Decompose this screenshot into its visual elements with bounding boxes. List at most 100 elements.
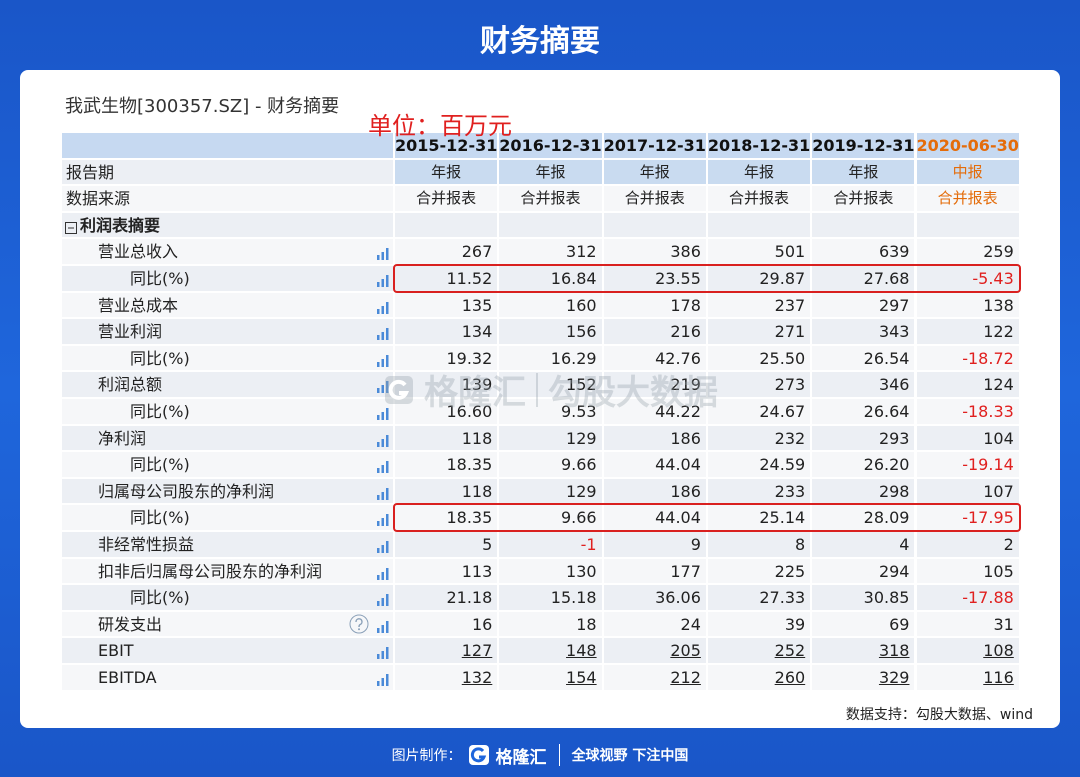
cell-value: 186	[603, 478, 706, 504]
cell-value: 31	[916, 611, 1019, 637]
cell-value: 年报	[499, 159, 602, 185]
link-value[interactable]: 148	[499, 638, 602, 663]
highlight-box	[393, 264, 1021, 293]
cell-value: 合并报表	[603, 186, 706, 211]
row-label: 同比(%)	[62, 452, 393, 477]
cell-value: 177	[603, 558, 706, 584]
cell	[707, 212, 811, 238]
chart-icon	[377, 618, 389, 637]
cell-value: 27.33	[707, 585, 811, 610]
cell-value: 639	[812, 239, 915, 264]
link-value[interactable]: 252	[707, 638, 811, 663]
cell-value: 42.76	[603, 345, 706, 371]
cell-value: 135	[395, 292, 498, 318]
cell-value: 273	[707, 372, 811, 397]
footer-slogan: 全球视野 下注中国	[571, 748, 689, 764]
cell-value: 225	[707, 558, 811, 584]
link-value[interactable]: 260	[707, 665, 811, 690]
cell-value: 9	[603, 532, 706, 557]
footer-label: 图片制作：	[391, 748, 462, 764]
row-label: 营业总收入	[62, 239, 393, 264]
cell-value: 271	[707, 319, 811, 344]
link-value[interactable]: 132	[395, 665, 498, 690]
row-label: 研发支出	[62, 611, 393, 637]
cell-value: 219	[603, 372, 706, 397]
row-label: EBITDA	[62, 665, 393, 690]
cell-value: 16.60	[395, 399, 498, 424]
cell-value: 24	[603, 611, 706, 637]
cell-value: 年报	[603, 159, 706, 185]
cell-value: 294	[812, 558, 915, 584]
unit-label: 单位：百万元	[368, 112, 512, 140]
cell-value: 26.20	[812, 452, 915, 477]
chart-icon	[377, 432, 389, 451]
cell-value: 24.59	[707, 452, 811, 477]
link-value[interactable]: 154	[499, 665, 602, 690]
cell-value: 44.22	[603, 399, 706, 424]
chart-icon	[377, 405, 389, 424]
cell-value: 138	[916, 292, 1019, 318]
cell-value: -17.95	[916, 505, 1019, 530]
cell-value: 312	[499, 239, 602, 264]
row-label: 净利润	[62, 425, 393, 451]
cell-value: 139	[395, 372, 498, 397]
cell-value: 24.67	[707, 399, 811, 424]
link-value[interactable]: 127	[395, 638, 498, 663]
cell	[499, 212, 602, 238]
link-value[interactable]: 108	[916, 638, 1019, 663]
footer-logo	[468, 745, 489, 765]
row-label: 利润总额	[62, 372, 393, 397]
cell-value: 36.06	[603, 585, 706, 610]
cell-value: -18.72	[916, 345, 1019, 371]
cell	[916, 212, 1019, 238]
cell-value: 29.87	[707, 266, 811, 291]
cell-value: 232	[707, 425, 811, 451]
cell	[395, 212, 498, 238]
cell-value: -19.14	[916, 452, 1019, 477]
cell-value: 18	[499, 611, 602, 637]
cell-value: 297	[812, 292, 915, 318]
cell-value: 26.54	[812, 345, 915, 371]
column-header: 2015-12-31	[395, 133, 497, 158]
chart-icon	[377, 352, 389, 371]
row-label: 同比(%)	[62, 399, 393, 424]
cell-value: 39	[707, 611, 811, 637]
row-label: 营业利润	[62, 319, 393, 344]
cell-value: 中报	[916, 159, 1019, 185]
collapse-icon	[65, 219, 77, 238]
cell-value: 44.04	[603, 452, 706, 477]
page-title: 财务摘要	[480, 24, 600, 59]
cell	[812, 212, 915, 238]
cell-value: 9.53	[499, 399, 602, 424]
cell-value: 5	[395, 532, 498, 557]
cell-value: -1	[499, 532, 602, 557]
cell-value: 19.32	[395, 345, 498, 371]
cell-value: 178	[603, 292, 706, 318]
cell-value: 233	[707, 478, 811, 504]
link-value[interactable]: 212	[603, 665, 706, 690]
link-value[interactable]: 116	[916, 665, 1019, 690]
row-label: 同比(%)	[62, 505, 393, 530]
chart-icon	[377, 644, 389, 663]
link-value[interactable]: 205	[603, 638, 706, 663]
column-header: 2019-12-31	[812, 133, 915, 158]
cell-value: 129	[499, 478, 602, 504]
cell-value: 107	[916, 478, 1019, 504]
cell-value: -17.88	[916, 585, 1019, 610]
column-header: 2020-06-30	[916, 133, 1019, 158]
row-label: 报告期	[62, 159, 393, 185]
cell-value: 合并报表	[916, 186, 1019, 211]
footer-brand: 格隆汇	[495, 747, 547, 768]
chart-icon	[377, 538, 389, 557]
link-value[interactable]: 318	[812, 638, 915, 663]
cell-value: 122	[916, 319, 1019, 344]
row-label: 营业总成本	[62, 292, 393, 318]
cell-value: 合并报表	[707, 186, 811, 211]
cell-value: 267	[395, 239, 498, 264]
row-label: 同比(%)	[62, 345, 393, 371]
cell-value: 130	[499, 558, 602, 584]
link-value[interactable]: 329	[812, 665, 915, 690]
cell-value: 9.66	[499, 505, 602, 530]
chart-icon	[377, 485, 389, 504]
highlight-box	[393, 503, 1021, 532]
